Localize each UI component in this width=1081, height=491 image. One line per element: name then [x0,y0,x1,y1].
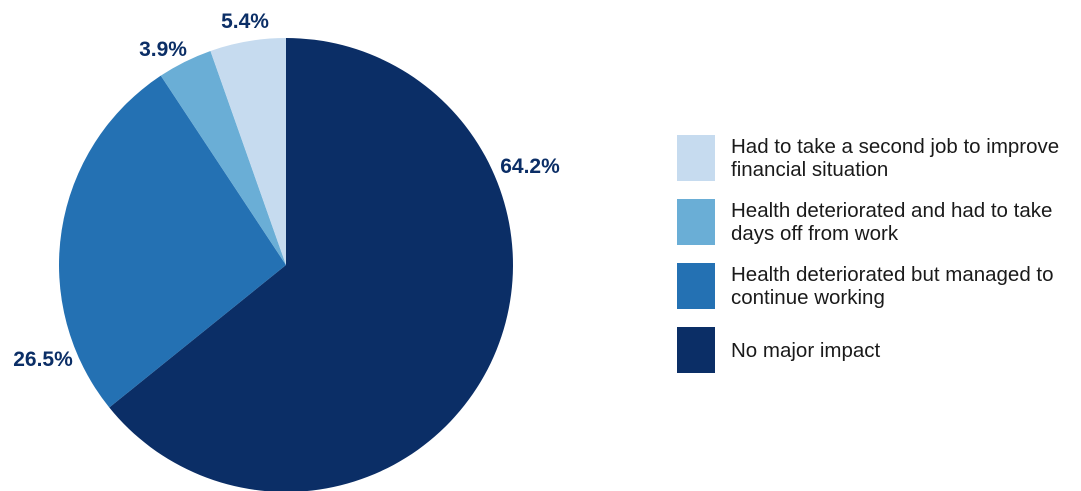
pie-slice [160,50,286,265]
legend-label: No major impact [731,338,881,362]
legend-item-second-job: Had to take a second job to improve fina… [677,133,1077,183]
legend-item-no-impact: No major impact [677,325,1077,375]
slice-value-label: 3.9% [139,38,187,61]
slice-value-label: 5.4% [221,10,269,33]
legend-item-continue-working: Health deteriorated but managed to conti… [677,261,1077,311]
pie-slice [210,38,286,265]
legend-item-days-off: Health deteriorated and had to take days… [677,197,1077,247]
legend-label: Health deteriorated but managed to conti… [731,263,1054,309]
legend-label: Health deteriorated and had to take days… [731,199,1053,245]
legend-label: Had to take a second job to improve fina… [731,135,1060,181]
legend-swatch [677,263,715,309]
legend-swatch [677,199,715,245]
pie-slice [109,38,513,491]
slice-value-label: 64.2% [500,155,560,178]
pie-plot: 64.2% 26.5% 3.9% 5.4% [13,10,560,491]
legend: Had to take a second job to improve fina… [677,133,1077,389]
legend-swatch [677,327,715,373]
legend-swatch [677,135,715,181]
slice-value-label: 26.5% [13,348,73,371]
pie-slice [58,75,286,408]
